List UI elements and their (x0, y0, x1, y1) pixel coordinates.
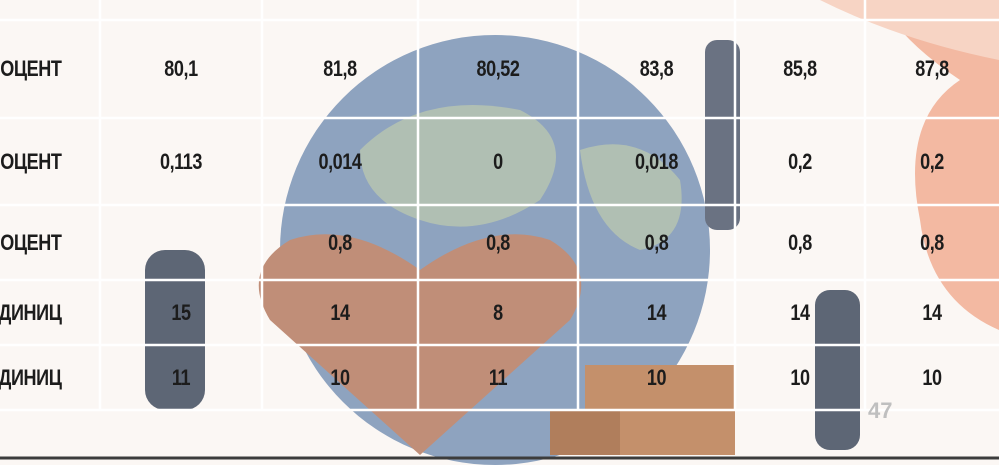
cell: 0 (493, 148, 503, 174)
cell: 87,8 (915, 56, 949, 81)
land (360, 105, 556, 227)
cell: 10 (330, 364, 350, 390)
cell: 10 (922, 364, 942, 390)
cell: 14 (790, 299, 810, 325)
cell: 80,1 (164, 56, 198, 81)
cell: 83,8 (639, 56, 674, 81)
cell: 0,8 (920, 229, 944, 255)
row-label: ОЦЕНТ (0, 148, 62, 174)
cell: 0,014 (318, 148, 362, 174)
cell: 0,8 (328, 229, 352, 255)
cell: 10 (646, 364, 667, 390)
cell: 11 (488, 364, 508, 390)
cell: 8 (493, 299, 503, 325)
row-label: ДИНИЦ (0, 299, 62, 325)
cell: 0,2 (920, 148, 944, 174)
cell: 85,8 (783, 56, 817, 81)
land (580, 144, 682, 250)
cell: 0,018 (634, 148, 679, 174)
page-number: 47 (868, 398, 893, 423)
cell (115, 205, 248, 280)
cell: 0,113 (159, 148, 203, 174)
cell: 0,2 (788, 148, 812, 174)
cell: 11 (171, 364, 191, 390)
cell: 0,8 (486, 229, 510, 255)
row-label: ОЦЕНТ (0, 56, 62, 81)
blob-right (880, 0, 999, 330)
cell: 81,8 (323, 56, 357, 81)
cell: 14 (330, 299, 350, 325)
cell: 14 (922, 299, 942, 325)
box (550, 410, 620, 455)
cell: 0,8 (788, 229, 812, 255)
row-label: ОЦЕНТ (0, 229, 62, 255)
cell: 0,8 (644, 229, 669, 255)
person (705, 40, 740, 230)
cell: 10 (790, 364, 810, 390)
cell: 14 (646, 299, 667, 325)
row-label: ДИНИЦ (0, 364, 62, 390)
cell: 15 (171, 299, 191, 325)
person (145, 250, 205, 410)
cell: 80,52 (476, 56, 520, 81)
